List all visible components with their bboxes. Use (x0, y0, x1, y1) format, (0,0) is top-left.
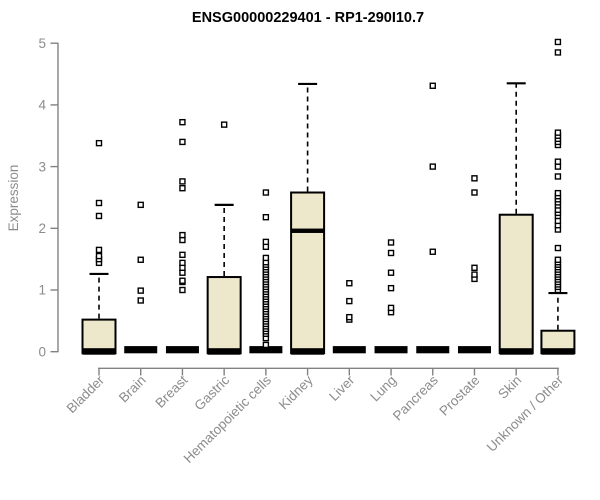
box-bottom-median (207, 348, 241, 355)
outlier-point (179, 118, 186, 126)
y-tick-label: 0 (38, 344, 46, 359)
outlier-point (554, 244, 562, 252)
outlier-point (387, 284, 395, 292)
y-axis-label: Expression (6, 165, 21, 232)
outlier-point (262, 189, 270, 196)
box-skin (498, 213, 534, 355)
outlier-point (387, 239, 395, 246)
outlier-point (554, 129, 562, 136)
box-bottom-median (499, 348, 533, 355)
outlier-point (179, 286, 186, 294)
box-bottom-median (291, 348, 325, 355)
outlier-point (95, 252, 103, 260)
x-category-label: Bladder (64, 372, 108, 416)
outlier-point (346, 280, 353, 287)
chart-title: ENSG00000229401 - RP1-290I10.7 (192, 10, 424, 26)
x-category-label: Unknown / Other (484, 372, 567, 455)
outlier-point (95, 246, 103, 254)
x-category-label: Pancreas (390, 372, 441, 423)
flat-box-prostate (457, 346, 491, 354)
outlier-point (179, 231, 186, 239)
y-tick-label: 2 (38, 221, 46, 236)
y-tick-label: 3 (38, 159, 46, 174)
outlier-point (554, 158, 562, 165)
outlier-point (179, 138, 186, 146)
outlier-point (95, 139, 103, 147)
y-tick-label: 5 (38, 36, 46, 51)
outlier-point (262, 213, 270, 221)
outlier-point (262, 341, 270, 349)
outlier-point (179, 184, 186, 192)
x-category-label: Prostate (436, 373, 482, 419)
flat-box-pancreas (416, 346, 450, 354)
outlier-point (471, 271, 478, 278)
outlier-point (137, 256, 144, 263)
outlier-point (179, 259, 186, 267)
outlier-point (346, 297, 353, 305)
outlier-point (429, 82, 436, 89)
outlier-point (554, 189, 562, 197)
box-bottom-median (541, 348, 575, 355)
flat-box-liver (332, 346, 366, 354)
outlier-point (220, 121, 228, 128)
x-category-label: Skin (495, 373, 524, 402)
outlier-point (262, 254, 270, 262)
x-category-label: Brain (116, 373, 149, 406)
outlier-point (471, 264, 478, 271)
outlier-point (387, 249, 395, 257)
x-category-label: Lung (367, 373, 399, 405)
outlier-point (179, 277, 186, 284)
box-bottom-median (82, 348, 116, 355)
flat-box-brain (124, 346, 158, 354)
outlier-point (179, 178, 186, 185)
outlier-point (387, 304, 395, 312)
flat-box-hematopoietic-cells (249, 346, 283, 354)
median-line (291, 228, 325, 233)
outlier-point (137, 287, 144, 294)
outlier-point (95, 199, 103, 207)
outlier-point (137, 297, 144, 304)
x-category-label: Breast (152, 372, 190, 410)
y-tick-label: 1 (38, 283, 46, 298)
x-category-label: Kidney (276, 372, 316, 412)
outlier-point (95, 212, 103, 220)
outlier-point (554, 38, 562, 46)
flat-box-lung (374, 346, 408, 354)
outlier-point (554, 49, 562, 56)
outlier-point (429, 163, 436, 170)
outlier-point (554, 256, 562, 263)
outlier-point (346, 313, 353, 321)
outlier-point (137, 201, 144, 209)
box-kidney (290, 191, 326, 355)
x-category-label: Gastric (191, 372, 232, 413)
outlier-point (471, 175, 478, 182)
box-bladder (81, 318, 117, 355)
outlier-point (471, 189, 478, 196)
outlier-point (429, 248, 436, 255)
outlier-point (554, 173, 562, 180)
flat-box-breast (165, 346, 199, 354)
outlier-point (262, 238, 270, 246)
box-gastric (206, 276, 242, 355)
x-category-label: Liver (326, 372, 358, 404)
outlier-point (387, 269, 395, 276)
outlier-point (179, 251, 186, 259)
y-tick-label: 4 (38, 98, 46, 113)
